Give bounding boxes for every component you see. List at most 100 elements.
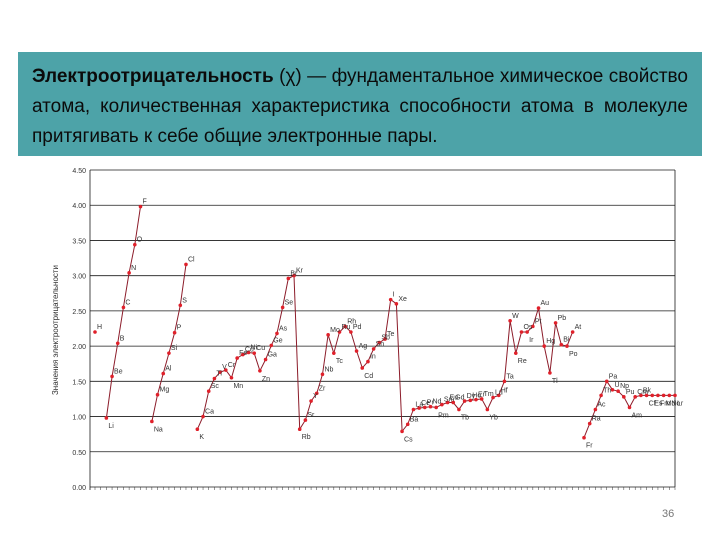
- point-marker: [121, 305, 126, 310]
- point-label: Sc: [211, 383, 220, 390]
- point-marker: [474, 397, 478, 402]
- point-label: Lu: [495, 390, 503, 397]
- point-label: Mg: [160, 387, 170, 394]
- point-label: Bi: [563, 337, 570, 344]
- point-marker: [133, 242, 137, 247]
- point-marker: [428, 404, 433, 409]
- point-label: P: [177, 325, 182, 332]
- point-label: Pr: [427, 399, 435, 406]
- point-label: Fe: [239, 350, 247, 357]
- point-marker: [525, 330, 529, 334]
- point-marker: [661, 393, 666, 398]
- point-marker: [161, 371, 166, 376]
- point-marker: [229, 376, 234, 380]
- point-marker: [223, 368, 228, 372]
- point-label: Sb: [381, 335, 390, 342]
- point-marker: [115, 341, 120, 346]
- point-label: K: [199, 434, 204, 441]
- y-tick-label: 4.50: [72, 168, 86, 175]
- point-marker: [206, 389, 211, 393]
- point-label: S: [182, 297, 187, 304]
- point-marker: [150, 419, 154, 424]
- point-label: Yb: [489, 415, 498, 422]
- point-label: Co: [245, 347, 254, 354]
- point-label: Cd: [364, 373, 373, 380]
- point-label: Lr: [677, 400, 684, 407]
- y-tick-label: 3.00: [72, 274, 86, 281]
- point-label: La: [415, 402, 423, 409]
- point-marker: [241, 352, 245, 357]
- point-marker: [468, 398, 473, 403]
- y-tick-label: 1.00: [72, 415, 86, 422]
- point-label: N: [131, 265, 136, 272]
- point-marker: [388, 297, 393, 302]
- point-marker: [610, 387, 615, 392]
- point-label: Ag: [359, 343, 368, 350]
- point-label: Ir: [529, 337, 534, 344]
- point-marker: [218, 370, 222, 374]
- point-marker: [184, 262, 188, 267]
- point-label: Na: [154, 426, 163, 433]
- point-marker: [349, 330, 353, 334]
- point-marker: [644, 393, 649, 398]
- point-label: Rb: [302, 434, 311, 441]
- point-marker: [235, 356, 239, 360]
- point-label: C: [125, 299, 130, 306]
- point-marker: [457, 407, 461, 412]
- point-label: Gd: [455, 394, 464, 401]
- point-marker: [622, 395, 626, 399]
- point-label: Ac: [597, 402, 606, 409]
- definition-banner: Электроотрицательность (χ) — фундаментал…: [18, 52, 702, 156]
- point-marker: [548, 371, 552, 375]
- point-marker: [417, 406, 421, 410]
- point-label: Y: [313, 393, 318, 400]
- point-marker: [423, 405, 427, 410]
- point-label: Ta: [506, 373, 513, 380]
- point-marker: [434, 405, 438, 410]
- point-marker: [366, 359, 370, 364]
- y-tick-label: 0.50: [72, 450, 86, 457]
- point-label: Li: [108, 423, 114, 430]
- point-label: Mo: [330, 327, 340, 334]
- point-marker: [451, 400, 456, 405]
- point-label: I: [393, 292, 395, 299]
- point-label: Si: [171, 345, 178, 352]
- point-marker: [303, 418, 308, 422]
- y-tick-label: 1.50: [72, 379, 86, 386]
- page-number: 36: [662, 508, 675, 520]
- point-label: Md: [666, 400, 676, 407]
- point-label: Cm: [637, 389, 648, 396]
- y-axis-label: Значения электроотрицательности: [51, 265, 60, 395]
- point-marker: [553, 321, 558, 325]
- plot-area: [90, 170, 675, 488]
- point-marker: [582, 435, 586, 440]
- point-marker: [633, 395, 637, 399]
- point-marker: [411, 407, 416, 412]
- point-marker: [269, 343, 274, 348]
- point-label: Ba: [410, 416, 419, 423]
- point-marker: [559, 342, 564, 347]
- point-marker: [360, 366, 365, 370]
- point-label: H: [97, 324, 102, 331]
- point-marker: [485, 407, 490, 412]
- point-marker: [479, 397, 484, 401]
- point-label: Kr: [296, 268, 304, 275]
- point-label: Fr: [586, 443, 593, 450]
- point-marker: [604, 379, 609, 384]
- point-label: Sm: [444, 397, 455, 404]
- point-marker: [536, 306, 541, 310]
- point-label: Th: [603, 387, 611, 394]
- point-marker: [292, 273, 296, 278]
- definition-text: фундаментальное химическое свойство атом…: [32, 66, 688, 147]
- y-tick-label: 0.00: [72, 485, 86, 492]
- point-marker: [286, 276, 291, 281]
- point-marker: [570, 330, 575, 334]
- point-marker: [263, 357, 268, 362]
- point-label: Es: [654, 400, 663, 407]
- point-label: Sn: [376, 341, 385, 348]
- point-marker: [673, 393, 677, 398]
- point-label: Nd: [432, 399, 441, 406]
- point-label: Cu: [256, 345, 265, 352]
- point-marker: [639, 393, 643, 398]
- point-marker: [326, 333, 330, 337]
